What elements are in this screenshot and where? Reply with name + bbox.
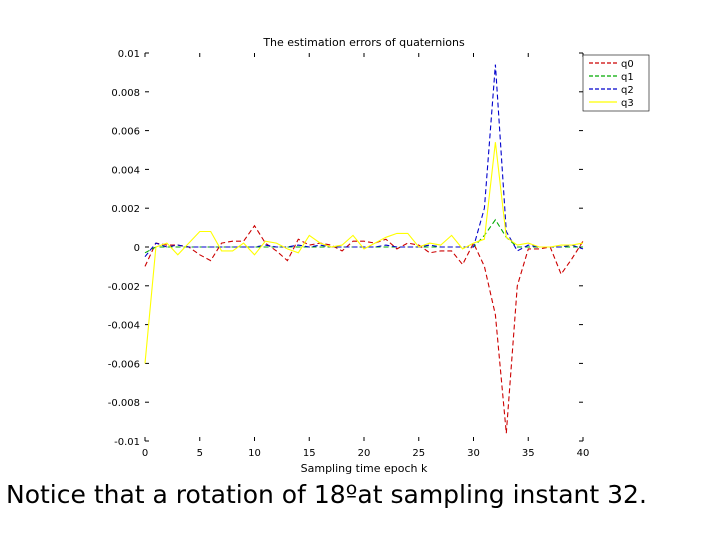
y-tick-label: -0.004: [108, 321, 140, 332]
axes: -0.01 -0.008 -0.006 -0.004 -0.002 0 0.002 0.004…: [108, 49, 590, 459]
series-line-q0: [144, 224, 584, 434]
x-tick-label: 10: [248, 448, 261, 459]
y-tick-label: 0: [134, 243, 140, 254]
y-tick-label: 0.004: [111, 165, 140, 176]
x-tick-label: 0: [142, 448, 148, 459]
y-tick-label: 0.01: [118, 49, 140, 60]
caption-text: Notice that a rotation of 18ºat sampling…: [6, 480, 647, 509]
series-line-q3: [144, 142, 584, 364]
x-tick-label: 15: [303, 448, 316, 459]
legend: q0 q1 q2 q3: [582, 54, 650, 112]
series-line-q2: [144, 64, 584, 258]
x-tick-label: 5: [197, 448, 203, 459]
y-tick-label: -0.006: [108, 359, 140, 370]
legend-label-q2: q2: [621, 85, 634, 96]
y-tick-label: -0.008: [108, 398, 140, 409]
x-tick-label: 35: [522, 448, 535, 459]
x-tick-label: 40: [577, 448, 590, 459]
series-layer: [144, 64, 584, 434]
y-tick-label: -0.01: [114, 437, 140, 448]
x-tick-label: 30: [467, 448, 480, 459]
x-tick-label: 20: [358, 448, 371, 459]
x-tick-label: 25: [412, 448, 425, 459]
legend-label-q0: q0: [621, 59, 634, 70]
series-line-q1: [144, 218, 583, 254]
y-tick-label: 0.008: [111, 88, 140, 99]
y-tick-label: -0.002: [108, 282, 140, 293]
x-axis-label: Sampling time epoch k: [301, 462, 428, 475]
chart-title: The estimation errors of quaternions: [262, 36, 465, 49]
y-tick-label: 0.006: [111, 127, 140, 138]
legend-label-q3: q3: [621, 98, 634, 109]
y-tick-label: 0.002: [111, 204, 140, 215]
legend-label-q1: q1: [621, 72, 634, 83]
